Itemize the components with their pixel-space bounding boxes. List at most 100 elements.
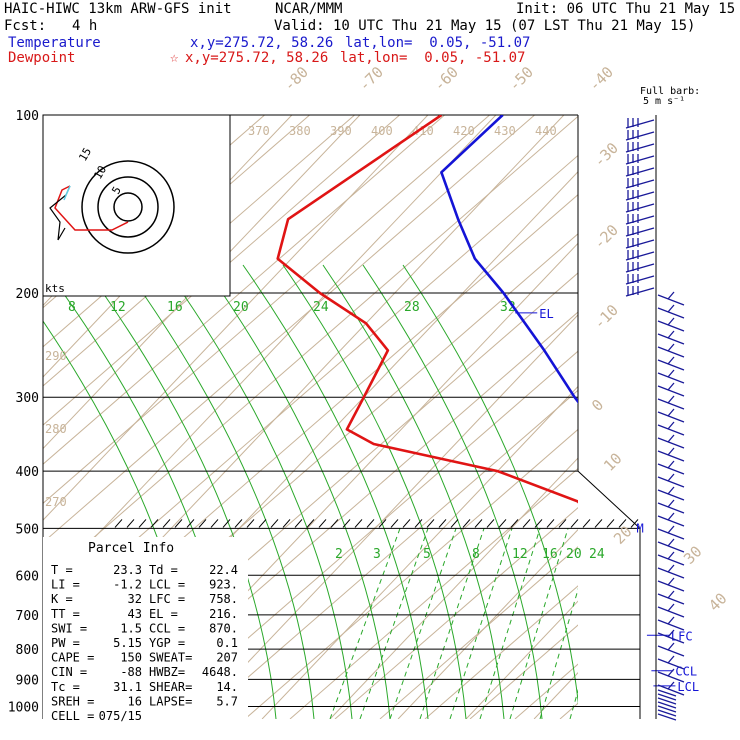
wind-barb-flag [667, 369, 675, 378]
parcel-key: Td = [149, 563, 178, 577]
moist-adiabat-line [362, 264, 543, 719]
wind-barb [657, 294, 685, 306]
wind-barb [657, 307, 685, 319]
wind-barb [657, 450, 685, 462]
temperature-profile [440, 115, 578, 404]
freezing-hatch [402, 519, 411, 528]
parcel-key: LCL = [149, 578, 185, 592]
freezing-hatch [198, 519, 207, 528]
hodograph-ring-label: 15 [76, 146, 94, 164]
forecast-hours: 4 h [72, 18, 98, 34]
wind-barb [625, 275, 655, 285]
mixing-ratio-line [479, 528, 541, 719]
parcel-key: SHEAR= [149, 680, 192, 694]
isotherm-label: -70 [355, 63, 387, 95]
wind-barb [657, 502, 685, 514]
dry-adiabat-line [469, 624, 578, 719]
moist-adiabat-label: 28 [404, 300, 420, 315]
wind-barb [657, 411, 685, 423]
freezing-hatch [546, 519, 555, 528]
mixing-ratio-line [509, 528, 569, 719]
mixing-ratio-line [329, 528, 401, 719]
wind-barb [657, 619, 685, 631]
isotherm-label: -50 [505, 63, 537, 95]
moist-adiabat-label: 20 [233, 300, 249, 315]
parcel-key: PW = [51, 636, 80, 650]
pressure-label: 700 [16, 609, 39, 624]
dry-adiabat-line [43, 115, 400, 426]
wind-barb [657, 476, 685, 488]
mixing-ratio-line [389, 528, 457, 719]
parcel-key: SWI = [51, 621, 87, 635]
parcel-key: CELL = [51, 709, 94, 723]
freezing-hatch [378, 519, 387, 528]
freezing-hatch [150, 519, 159, 528]
hodograph-ring [97, 176, 159, 238]
hodograph-box [42, 114, 231, 297]
parcel-key: CAPE = [51, 651, 94, 665]
freezing-hatch [558, 519, 567, 528]
wind-barb [657, 697, 677, 705]
freezing-hatch [390, 519, 399, 528]
parcel-value: 31.1 [113, 680, 142, 694]
wind-barb-flag [667, 343, 675, 352]
mixing-ratio-line [449, 528, 513, 719]
pressure-label: 100 [16, 109, 39, 124]
freezing-hatch [522, 519, 531, 528]
wind-barb [625, 287, 655, 297]
parcel-value: 14. [216, 680, 238, 694]
isotherm-line [43, 115, 361, 450]
freezing-hatch [426, 519, 435, 528]
pressure-label: 400 [16, 465, 39, 480]
parcel-value: 150 [120, 651, 142, 665]
dry-adiabat-line [199, 389, 578, 719]
theta-label: 390 [330, 124, 352, 138]
dry-adiabat-line [43, 115, 445, 465]
moist-adiabat-line [402, 264, 578, 705]
mixing-ratio-line [539, 587, 578, 719]
wind-barb-flag [667, 681, 675, 690]
freezing-hatch [270, 519, 279, 528]
wind-barb [657, 346, 685, 358]
parcel-value: 22.4 [209, 563, 238, 577]
wind-barb [625, 215, 655, 225]
plot-border-slant [577, 470, 641, 529]
hodograph-units: kts [45, 282, 65, 295]
pressure-label: 1000 [8, 700, 39, 715]
parcel-info-title: Parcel Info [88, 541, 174, 556]
wind-barbs: Full barb:5 m s⁻¹ [625, 86, 700, 721]
hodograph-trace-high [63, 185, 71, 201]
parcel-key: T = [51, 563, 73, 577]
org-label: NCAR/MMM [275, 1, 343, 17]
dewpoint-latlon: lat,lon= 0.05, -51.07 [340, 50, 526, 66]
wind-barb [625, 131, 655, 141]
parcel-info-table: Parcel Info T = 23.3 Td = 22.4 LI = -1.2 LCL = 9… [43, 537, 248, 723]
wind-barb [657, 645, 685, 657]
mixing-ratio-label: 8 [472, 547, 480, 562]
mixing-ratio-label: 5 [423, 547, 431, 562]
dry-adiabat-line [43, 115, 535, 544]
pressure-label: 900 [16, 673, 39, 688]
wind-barb-flag [667, 616, 675, 625]
wind-barb [625, 251, 655, 261]
dry-adiabat-line [244, 428, 578, 719]
parcel-key: SREH = [51, 694, 94, 708]
wind-barb [657, 713, 677, 721]
parcel-value: 216. [209, 607, 238, 621]
parcel-key: SWEAT= [149, 651, 192, 665]
theta-label: 440 [535, 124, 557, 138]
wind-barb [657, 554, 685, 566]
pressure-label: 800 [16, 643, 39, 658]
freezing-hatch [162, 519, 171, 528]
wind-barb [657, 658, 685, 670]
dry-adiabat-line [43, 115, 578, 583]
hodograph-ring-label: 10 [91, 164, 109, 182]
wind-barb [625, 239, 655, 249]
freezing-hatch [294, 519, 303, 528]
parcel-value: 075/15 [99, 709, 142, 723]
freezing-hatch [282, 519, 291, 528]
theta-label: 380 [289, 124, 311, 138]
parcel-value: -88 [120, 665, 142, 679]
wind-barb-flag [667, 330, 675, 339]
